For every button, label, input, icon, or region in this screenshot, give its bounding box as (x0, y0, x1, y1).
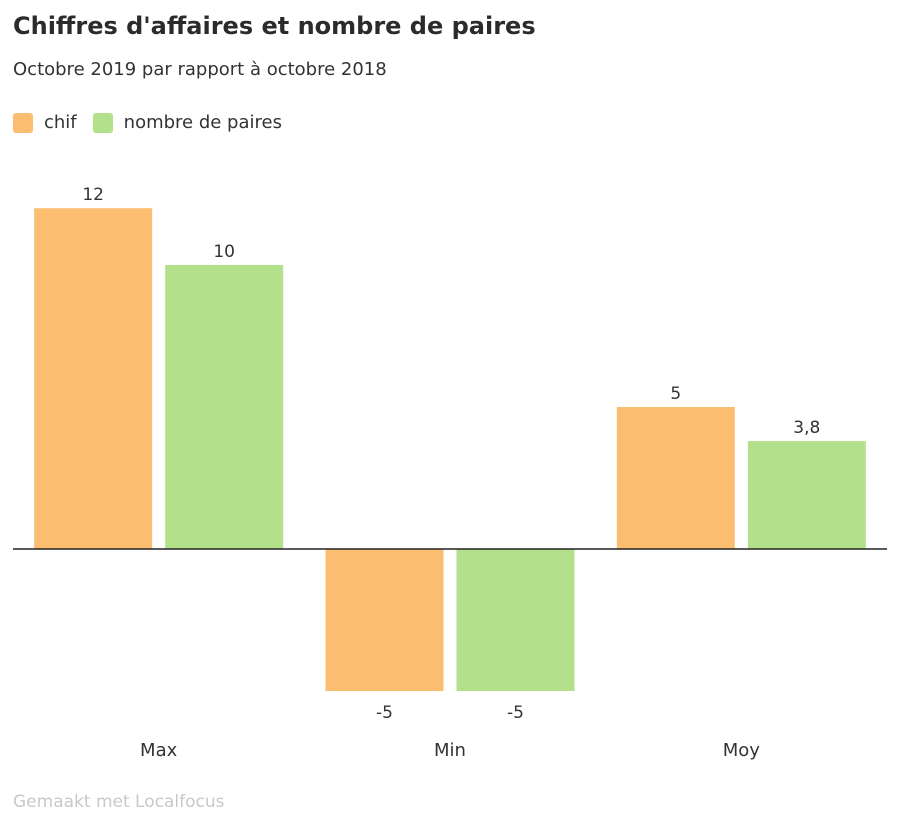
legend-swatch-nombre-de-paires (92, 112, 113, 133)
legend-label-nombre-de-paires: nombre de paires (123, 112, 282, 133)
legend-swatch-chif (13, 112, 33, 133)
bar-min-nombre-de-paires[interactable] (456, 549, 575, 691)
chart-subtitle: Octobre 2019 par rapport à octobre 2018 (13, 59, 387, 80)
category-label-max: Max (140, 740, 178, 761)
bar-max-nombre-de-paires[interactable] (165, 265, 284, 549)
footer-credit: Gemaakt met Localfocus (13, 792, 225, 812)
bar-moy-chif[interactable] (616, 407, 735, 549)
data-label-min-nombre-de-paires: -5 (507, 703, 524, 723)
legend: chif nombre de paires (13, 112, 298, 133)
data-label-min-chif: -5 (376, 703, 393, 723)
legend-label-chif: chif (44, 112, 77, 133)
bar-moy-nombre-de-paires[interactable] (747, 441, 866, 549)
category-label-moy: Moy (723, 740, 761, 761)
bar-min-chif[interactable] (325, 549, 444, 691)
data-label-max-nombre-de-paires: 10 (213, 242, 235, 262)
legend-item-chif[interactable]: chif (13, 112, 77, 133)
bar-max-chif[interactable] (34, 208, 153, 549)
category-label-min: Min (434, 740, 466, 761)
data-label-max-chif: 12 (82, 185, 104, 205)
data-label-moy-chif: 5 (670, 384, 681, 404)
legend-item-nombre-de-paires[interactable]: nombre de paires (92, 112, 282, 133)
chart-title: Chiffres d'affaires et nombre de paires (13, 12, 536, 40)
data-label-moy-nombre-de-paires: 3,8 (793, 418, 820, 438)
